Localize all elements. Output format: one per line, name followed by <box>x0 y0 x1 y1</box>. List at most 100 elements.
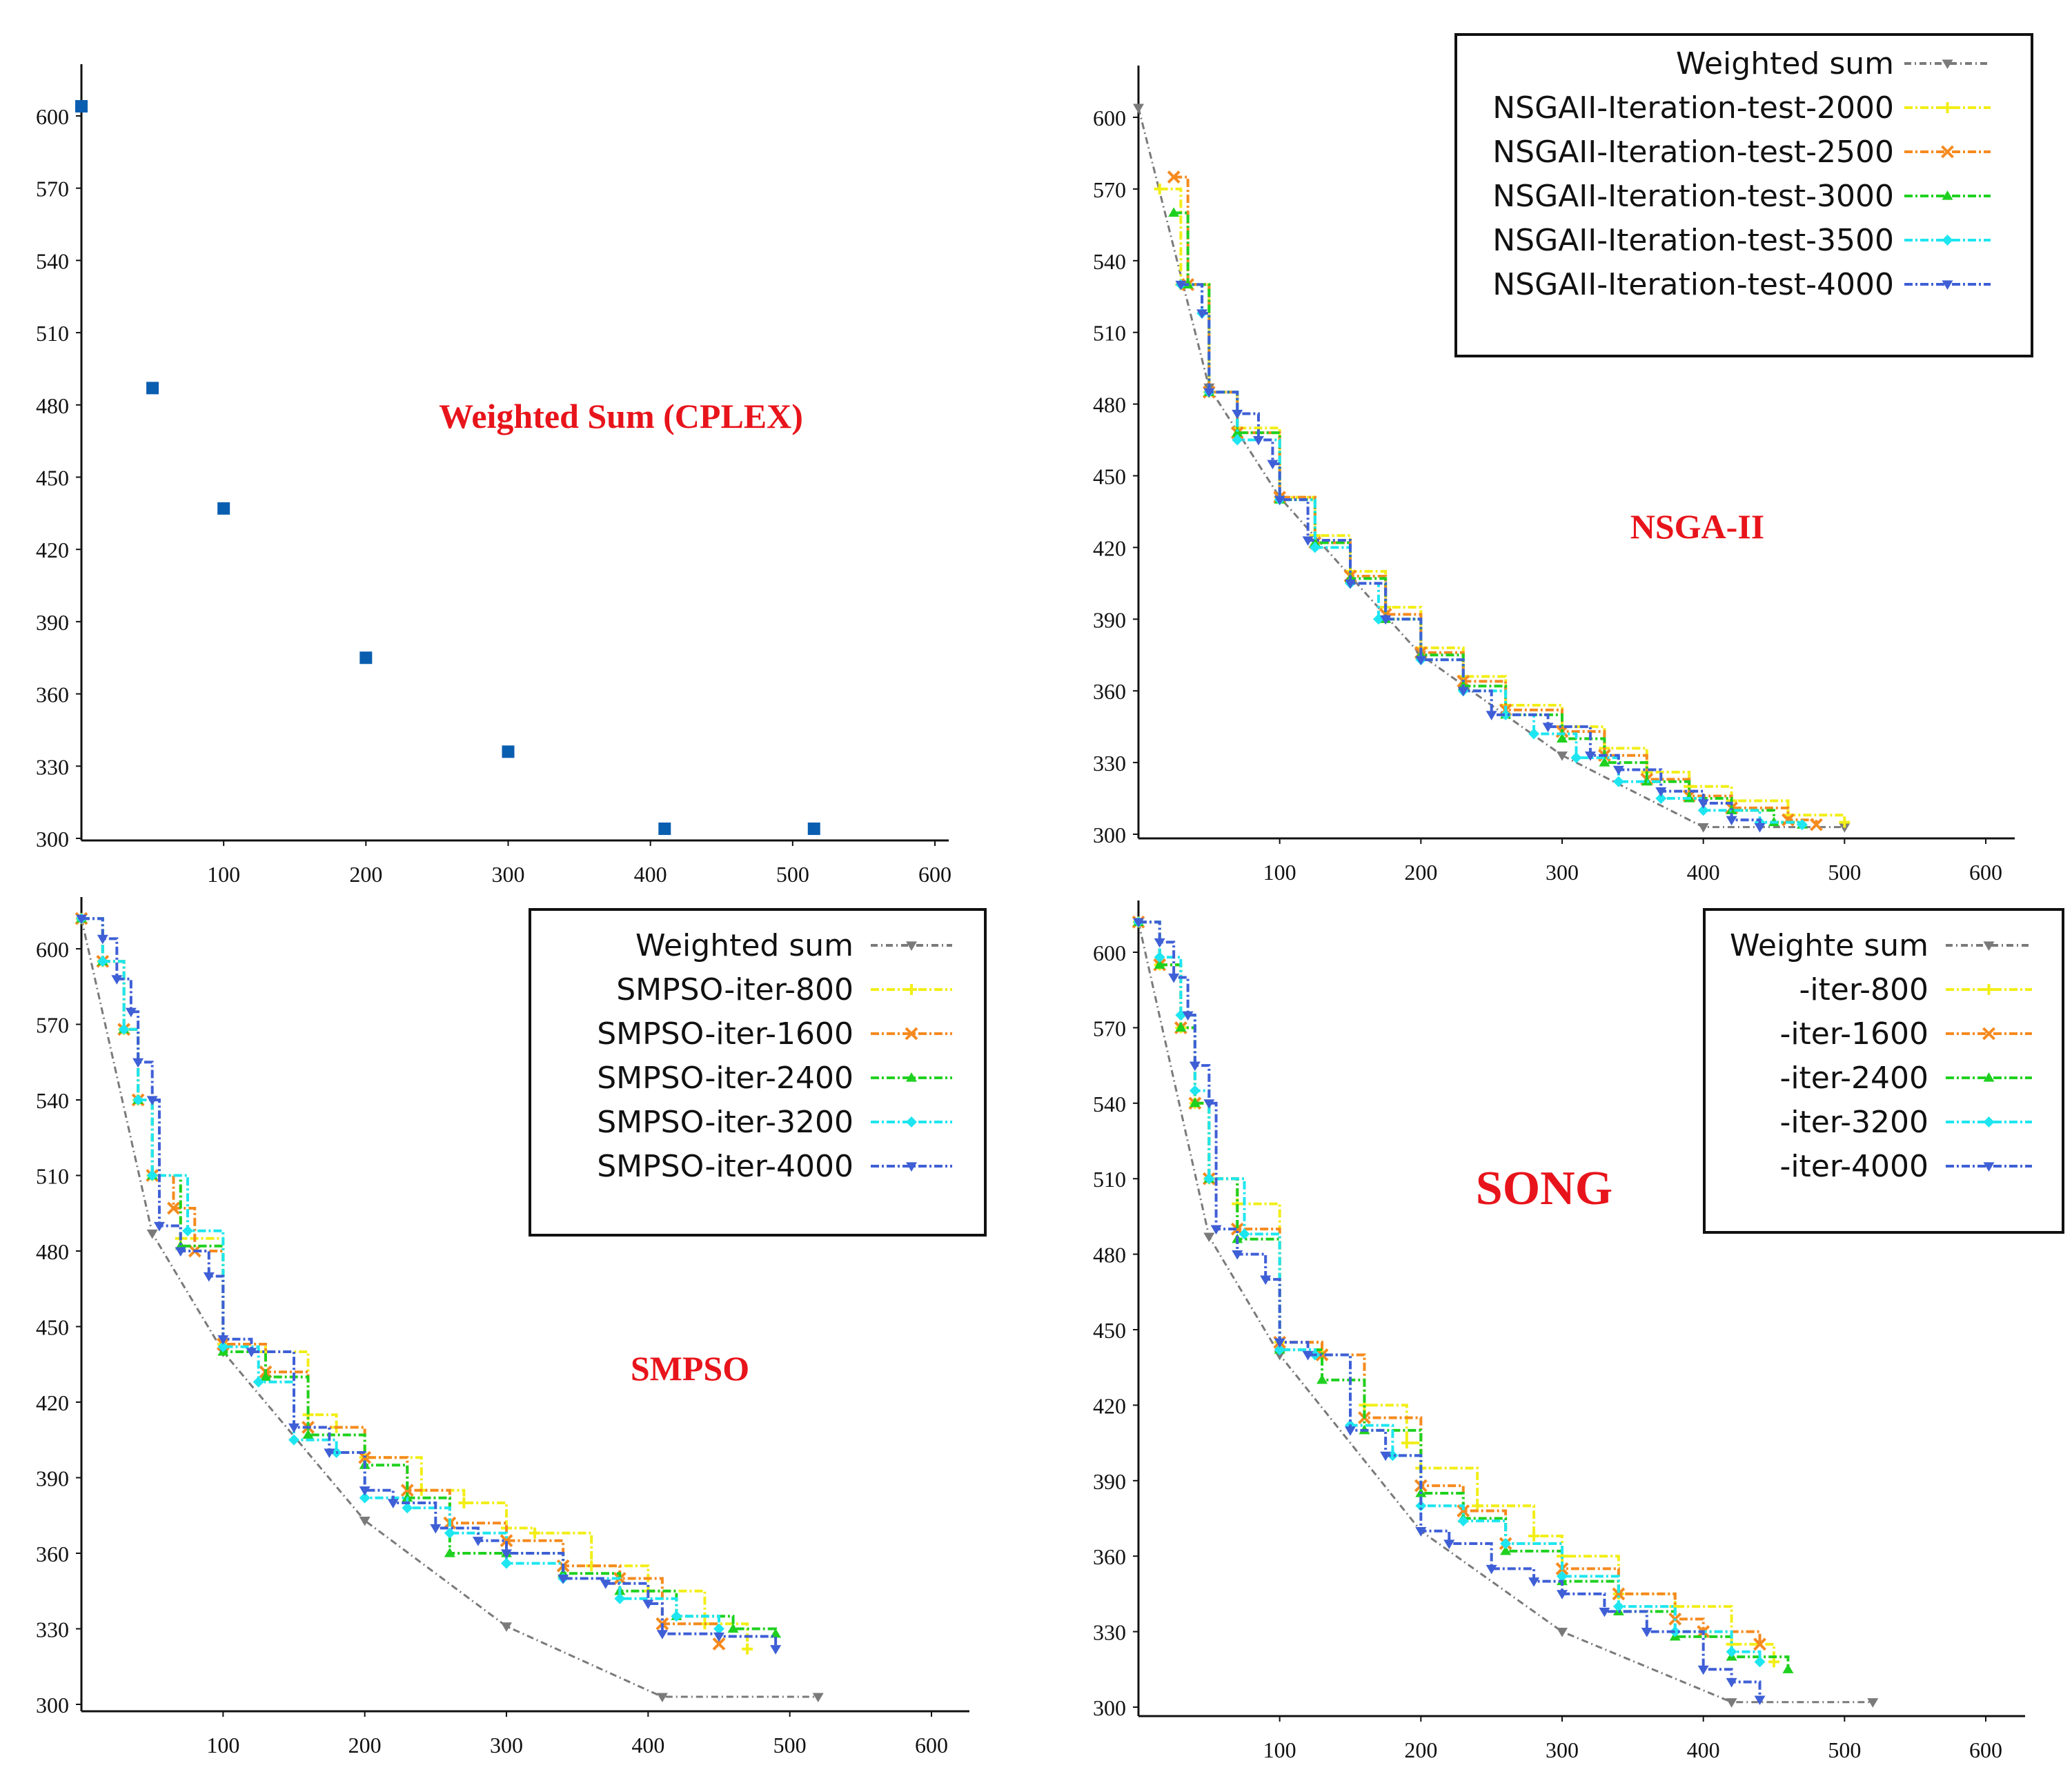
y-tick-label: 390 <box>36 1466 69 1491</box>
y-tick-label: 390 <box>1093 607 1126 632</box>
data-point <box>1782 1664 1794 1673</box>
data-point <box>1232 1250 1243 1260</box>
data-point <box>402 1502 413 1514</box>
data-point <box>217 1341 229 1352</box>
data-point <box>614 1593 626 1604</box>
y-tick-label: 600 <box>1093 941 1126 965</box>
data-point <box>458 1497 470 1508</box>
series-iter-4000 <box>1133 918 1766 1706</box>
chart-title: Weighted Sum (CPLEX) <box>439 397 803 435</box>
data-point <box>1500 1537 1512 1549</box>
data-point <box>1457 687 1469 697</box>
data-point <box>97 934 108 945</box>
y-tick-label: 390 <box>1093 1469 1126 1494</box>
data-point <box>146 1229 158 1239</box>
data-point <box>1232 427 1243 437</box>
legend-entry-label: Weighte sum <box>1730 928 1928 963</box>
data-point <box>387 1499 399 1508</box>
series-line-iter-800 <box>1138 920 1775 1662</box>
data-point <box>1168 207 1180 217</box>
data-point <box>1570 752 1582 764</box>
legend-entry-label: NSGAII-Iteration-test-2000 <box>1492 90 1894 126</box>
x-tick-label: 100 <box>1263 860 1296 885</box>
legend-swatch-marker <box>1942 235 1953 246</box>
data-point <box>1154 938 1165 948</box>
data-point <box>1542 722 1554 733</box>
y-tick-label: 300 <box>1093 823 1126 847</box>
data-point <box>182 1225 193 1237</box>
data-point <box>1309 537 1321 547</box>
y-tick-label: 480 <box>36 393 69 418</box>
legend-swatch-marker <box>905 1027 918 1041</box>
data-point <box>1345 579 1356 589</box>
data-point <box>658 823 671 836</box>
data-point <box>529 1527 541 1539</box>
data-point <box>600 1579 611 1589</box>
y-tick-label: 330 <box>36 754 69 779</box>
data-point <box>1528 728 1540 740</box>
x-tick-label: 500 <box>773 1733 807 1757</box>
y-tick-label: 390 <box>36 610 69 635</box>
x-tick-label: 100 <box>207 862 240 887</box>
data-point <box>713 1632 724 1642</box>
data-point <box>1867 1698 1879 1708</box>
y-tick-label: 450 <box>1093 1318 1126 1343</box>
data-point <box>359 651 373 664</box>
y-tick-label: 600 <box>36 937 69 962</box>
data-point <box>324 1448 335 1458</box>
series-weighted-sum <box>75 100 820 836</box>
data-point <box>1415 656 1427 666</box>
legend: Weighte sum -iter-800 -iter-1600 -iter-2400… <box>1703 908 2064 1234</box>
data-point <box>1203 1232 1215 1243</box>
legend-entry-label: -iter-1600 <box>1779 1016 1928 1052</box>
data-point <box>502 745 515 758</box>
y-tick-label: 510 <box>1093 1167 1126 1192</box>
data-point <box>1612 1601 1624 1613</box>
x-tick-label: 600 <box>918 862 951 887</box>
x-tick-label: 600 <box>915 1733 948 1757</box>
data-point <box>671 1611 682 1622</box>
data-point <box>1232 409 1243 420</box>
data-point <box>1196 309 1208 319</box>
data-point <box>1274 495 1285 506</box>
data-point <box>1415 1527 1427 1537</box>
x-tick-label: 300 <box>492 862 525 887</box>
data-point <box>1557 1628 1568 1637</box>
legend-entry-label: -iter-3200 <box>1779 1105 1928 1140</box>
y-tick-label: 360 <box>1093 1544 1126 1569</box>
data-point <box>1457 1515 1469 1527</box>
data-point <box>1203 1099 1215 1109</box>
series-smpso-iter-4000 <box>76 914 782 1655</box>
y-tick-label: 330 <box>1093 1620 1126 1645</box>
y-tick-label: 510 <box>1093 321 1126 346</box>
series-iter-3200 <box>1133 916 1766 1668</box>
data-point <box>1584 751 1596 761</box>
data-point <box>132 1058 144 1068</box>
data-point <box>1753 1637 1766 1651</box>
data-point <box>727 1623 739 1633</box>
x-tick-label: 300 <box>490 1733 523 1757</box>
x-tick-label: 600 <box>1969 1737 2002 1762</box>
series-line-nsgaii-iteration-test-3500 <box>1181 283 1804 825</box>
data-point <box>97 956 108 967</box>
legend-swatch-marker <box>1942 102 1953 113</box>
data-point <box>1669 1626 1681 1637</box>
data-point <box>1697 805 1709 816</box>
data-point <box>501 1549 512 1559</box>
series-iter-2400 <box>1133 916 1794 1673</box>
legend-swatch-marker <box>1942 59 1953 69</box>
data-point <box>1754 1695 1766 1706</box>
data-point <box>656 1693 668 1703</box>
x-tick-label: 400 <box>631 1733 664 1757</box>
data-point <box>1557 733 1568 743</box>
legend-swatch-marker <box>906 984 917 995</box>
data-point <box>167 1201 180 1215</box>
legend-entry-label: SMPSO-iter-2400 <box>597 1061 854 1096</box>
y-tick-label: 540 <box>1093 249 1126 274</box>
legend-entry-label: Weighted sum <box>1676 46 1894 81</box>
data-point <box>656 1630 668 1640</box>
x-tick-label: 200 <box>348 1733 382 1757</box>
y-tick-label: 300 <box>36 1693 69 1717</box>
data-point <box>175 1247 186 1257</box>
data-point <box>1612 1587 1626 1601</box>
